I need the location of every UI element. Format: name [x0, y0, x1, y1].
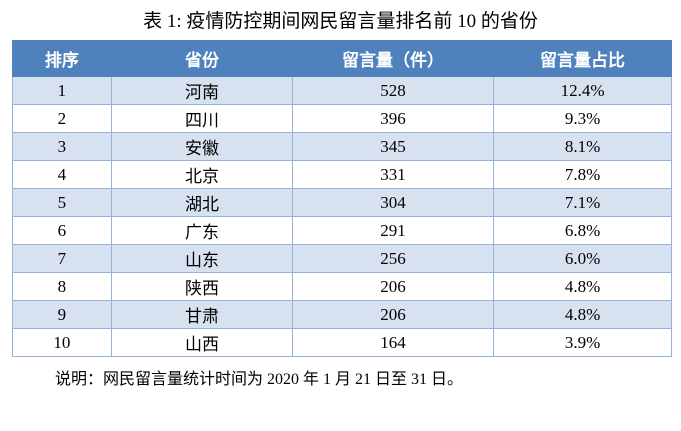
cell-rank: 3 [12, 132, 112, 161]
table-row: 2 四川 396 9.3% [12, 104, 672, 133]
cell-province: 陕西 [110, 272, 294, 301]
cell-count: 206 [292, 272, 495, 301]
cell-rank: 4 [12, 160, 112, 189]
cell-share: 12.4% [493, 76, 672, 105]
cell-rank: 8 [12, 272, 112, 301]
table-row: 9 甘肃 206 4.8% [12, 300, 672, 329]
table-row: 4 北京 331 7.8% [12, 160, 672, 189]
cell-province: 山西 [110, 328, 294, 357]
cell-province: 湖北 [110, 188, 294, 217]
cell-count: 164 [292, 328, 495, 357]
cell-rank: 9 [12, 300, 112, 329]
header-row: 排序 省份 留言量（件） 留言量占比 [12, 40, 672, 77]
cell-count: 345 [292, 132, 495, 161]
cell-share: 3.9% [493, 328, 672, 357]
cell-count: 291 [292, 216, 495, 245]
province-message-table: 排序 省份 留言量（件） 留言量占比 1 河南 528 12.4% 2 四川 3… [12, 40, 672, 357]
cell-rank: 7 [12, 244, 112, 273]
table-row: 8 陕西 206 4.8% [12, 272, 672, 301]
cell-province: 北京 [110, 160, 294, 189]
cell-province: 四川 [110, 104, 294, 133]
cell-share: 9.3% [493, 104, 672, 133]
cell-count: 256 [292, 244, 495, 273]
cell-share: 7.8% [493, 160, 672, 189]
table-caption: 表 1: 疫情防控期间网民留言量排名前 10 的省份 [143, 11, 538, 32]
cell-rank: 10 [12, 328, 112, 357]
cell-count: 528 [292, 76, 495, 105]
table-row: 5 湖北 304 7.1% [12, 188, 672, 217]
cell-share: 6.8% [493, 216, 672, 245]
table-row: 3 安徽 345 8.1% [12, 132, 672, 161]
cell-share: 6.0% [493, 244, 672, 273]
cell-count: 206 [292, 300, 495, 329]
header-count: 留言量（件） [292, 40, 495, 77]
table-row: 7 山东 256 6.0% [12, 244, 672, 273]
header-rank: 排序 [12, 40, 112, 77]
cell-province: 河南 [110, 76, 294, 105]
cell-province: 山东 [110, 244, 294, 273]
table-row: 10 山西 164 3.9% [12, 328, 672, 357]
cell-province: 甘肃 [110, 300, 294, 329]
cell-rank: 2 [12, 104, 112, 133]
header-province: 省份 [110, 40, 294, 77]
cell-count: 304 [292, 188, 495, 217]
cell-province: 广东 [110, 216, 294, 245]
footnote: 说明：网民留言量统计时间为 2020 年 1 月 21 日至 31 日。 [55, 371, 464, 388]
cell-count: 396 [292, 104, 495, 133]
cell-count: 331 [292, 160, 495, 189]
cell-share: 7.1% [493, 188, 672, 217]
cell-share: 4.8% [493, 300, 672, 329]
cell-rank: 5 [12, 188, 112, 217]
table-row: 6 广东 291 6.8% [12, 216, 672, 245]
table-row: 1 河南 528 12.4% [12, 76, 672, 105]
cell-rank: 1 [12, 76, 112, 105]
header-share: 留言量占比 [493, 40, 672, 77]
cell-rank: 6 [12, 216, 112, 245]
cell-share: 8.1% [493, 132, 672, 161]
cell-share: 4.8% [493, 272, 672, 301]
cell-province: 安徽 [110, 132, 294, 161]
